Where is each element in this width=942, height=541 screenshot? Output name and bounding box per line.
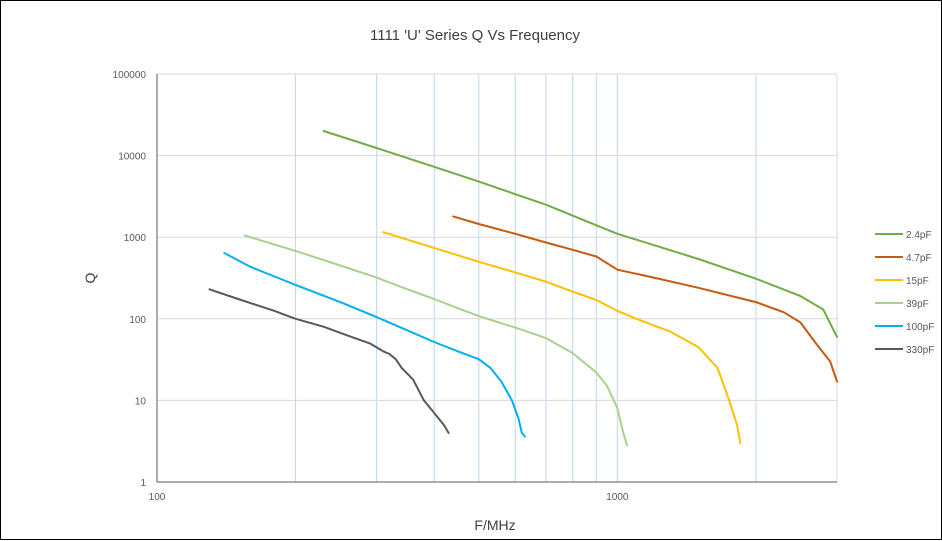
legend-layer: 2.4pF 4.7pF 15pF 39pF 100pF 330pF xyxy=(875,230,934,356)
legend-label-330pf: 330pF xyxy=(906,345,934,356)
series-line-4-7pf xyxy=(452,215,838,383)
y-tick-label: 100 xyxy=(129,315,146,326)
series-line-15pf xyxy=(382,231,742,445)
y-tick-label: 10000 xyxy=(118,152,146,163)
series-line-330pf xyxy=(208,288,450,434)
series-line-2-4pf xyxy=(322,130,838,338)
legend-label-100pf: 100pF xyxy=(906,322,934,333)
y-tick-label: 1 xyxy=(140,478,146,489)
x-tick-label: 100 xyxy=(149,492,166,503)
x-tick-label: 1000 xyxy=(606,492,629,503)
series-line-39pf xyxy=(243,234,629,447)
x-axis-label: F/MHz xyxy=(474,517,515,533)
y-tick-label: 10 xyxy=(135,396,147,407)
series-layer xyxy=(208,130,838,447)
y-tick-label: 100000 xyxy=(113,70,147,81)
axis-layer: 1 10 100 1000 10000 100000 100 1000 xyxy=(113,70,837,503)
y-axis-label: Q xyxy=(82,272,98,283)
series-line-100pf xyxy=(223,252,526,438)
legend-label-2-4pf: 2.4pF xyxy=(906,230,932,241)
legend-label-4-7pf: 4.7pF xyxy=(906,253,932,264)
y-tick-label: 1000 xyxy=(124,233,147,244)
legend-label-39pf: 39pF xyxy=(906,299,929,310)
chart-title: 1111 'U' Series Q Vs Frequency xyxy=(370,27,580,44)
legend-label-15pf: 15pF xyxy=(906,276,929,287)
